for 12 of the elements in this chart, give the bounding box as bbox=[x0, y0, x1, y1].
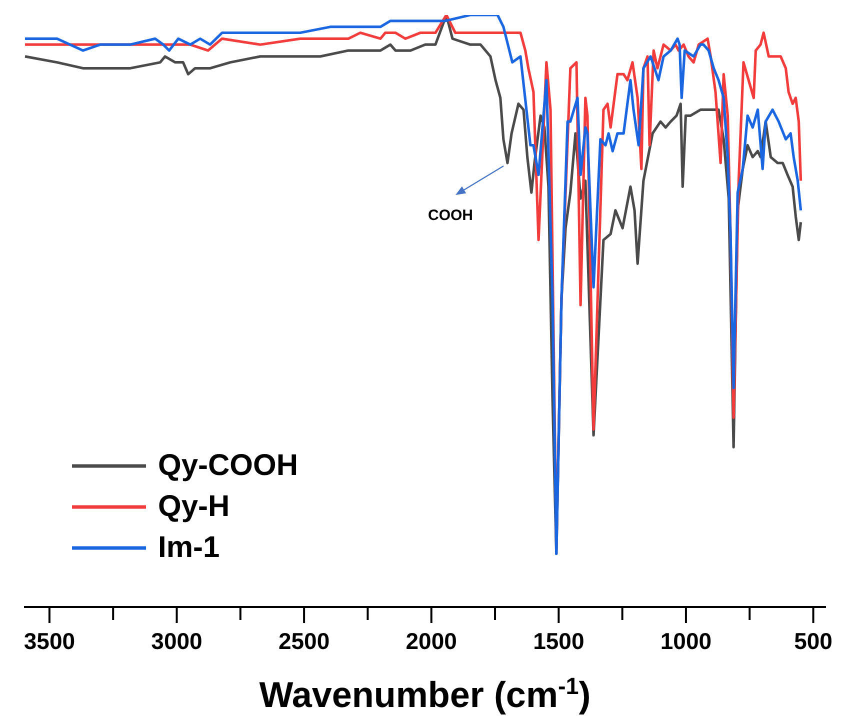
legend-label: Qy-COOH bbox=[158, 448, 298, 482]
x-axis-title: Wavenumber (cm$^{-1}$) bbox=[259, 673, 591, 715]
x-tick-label: 500 bbox=[794, 628, 832, 654]
x-tick-label: 3500 bbox=[24, 628, 76, 654]
legend-label: Im-1 bbox=[158, 530, 220, 564]
legend-label: Qy-H bbox=[158, 490, 230, 524]
x-tick-label: 1500 bbox=[533, 628, 584, 654]
x-tick-label: 3000 bbox=[151, 628, 202, 654]
x-tick-label: 2500 bbox=[278, 628, 330, 654]
x-tick-label: 2000 bbox=[406, 628, 457, 654]
annotation: COOH bbox=[428, 207, 473, 224]
x-tick-label: 1000 bbox=[660, 628, 712, 654]
